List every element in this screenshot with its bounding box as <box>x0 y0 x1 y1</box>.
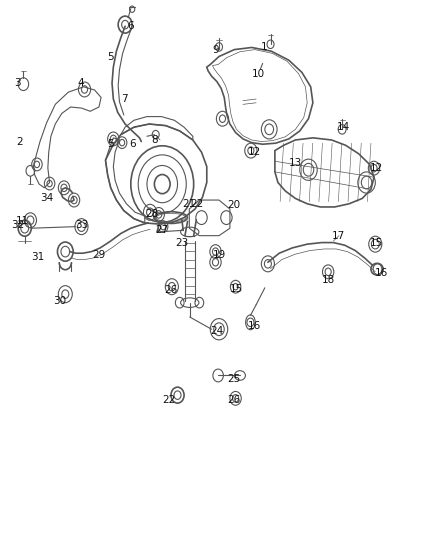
Text: 10: 10 <box>252 69 265 79</box>
Text: 7: 7 <box>121 94 127 104</box>
Text: 34: 34 <box>40 193 53 204</box>
Text: 27: 27 <box>155 225 169 236</box>
Text: 26: 26 <box>164 286 178 295</box>
Text: 28: 28 <box>145 209 158 220</box>
Text: 3: 3 <box>14 78 21 88</box>
Text: 25: 25 <box>228 374 241 384</box>
Text: 13: 13 <box>289 158 302 168</box>
Text: 1: 1 <box>261 42 267 52</box>
Text: 6: 6 <box>127 21 134 31</box>
Text: 11: 11 <box>16 216 29 227</box>
Text: 31: 31 <box>31 252 45 262</box>
Text: 20: 20 <box>228 200 241 211</box>
Text: 17: 17 <box>332 231 345 241</box>
Text: 2: 2 <box>16 136 23 147</box>
Text: 24: 24 <box>210 326 223 336</box>
Text: 22: 22 <box>162 395 176 406</box>
Text: 32: 32 <box>12 220 25 230</box>
Text: 6: 6 <box>130 139 136 149</box>
Text: 19: 19 <box>212 250 226 260</box>
Text: 14: 14 <box>337 122 350 132</box>
Text: 18: 18 <box>321 275 335 285</box>
Text: 15: 15 <box>370 238 383 247</box>
Text: 9: 9 <box>212 45 219 54</box>
Text: 5: 5 <box>108 139 114 149</box>
Text: 21: 21 <box>182 199 195 209</box>
Text: 15: 15 <box>230 284 243 294</box>
Text: 23: 23 <box>175 238 189 247</box>
Text: 26: 26 <box>228 395 241 406</box>
Text: 4: 4 <box>77 78 84 88</box>
Text: 12: 12 <box>247 147 261 157</box>
Text: 8: 8 <box>151 135 158 145</box>
Text: 16: 16 <box>375 268 389 278</box>
Text: 16: 16 <box>247 321 261 331</box>
Text: 22: 22 <box>191 199 204 209</box>
Text: 33: 33 <box>75 220 88 230</box>
Text: 5: 5 <box>108 52 114 61</box>
Text: 30: 30 <box>53 296 66 306</box>
Text: 29: 29 <box>92 250 106 260</box>
Text: 12: 12 <box>370 163 383 173</box>
